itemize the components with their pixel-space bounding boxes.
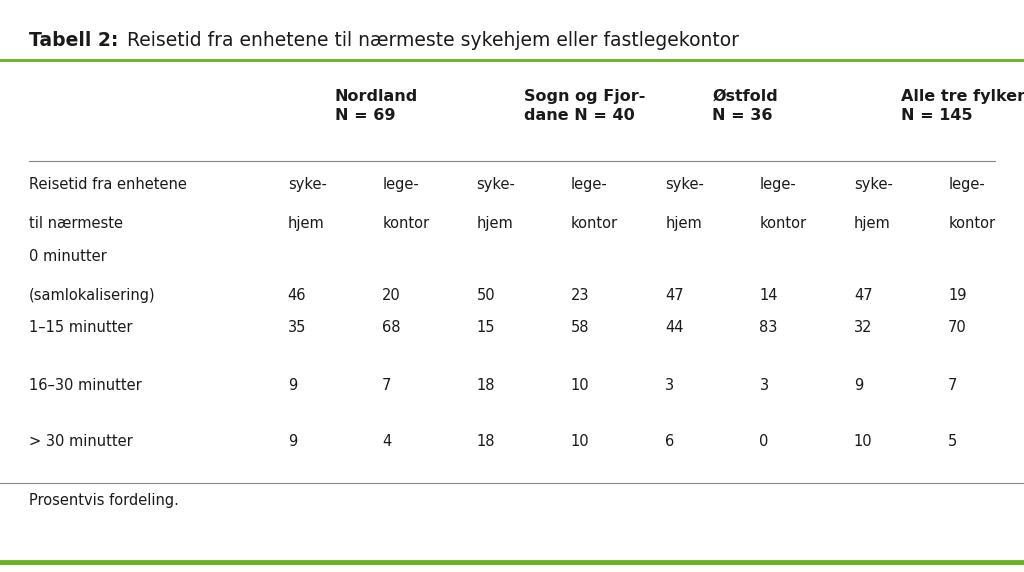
Text: 47: 47 — [666, 288, 684, 303]
Text: 14: 14 — [760, 288, 778, 303]
Text: 10: 10 — [570, 434, 590, 448]
Text: 9: 9 — [854, 378, 863, 392]
Text: 4: 4 — [382, 434, 391, 448]
Text: 10: 10 — [854, 434, 872, 448]
Text: lege-: lege- — [382, 177, 419, 192]
Text: 5: 5 — [948, 434, 957, 448]
Text: Reisetid fra enhetene: Reisetid fra enhetene — [29, 177, 186, 192]
Text: 83: 83 — [760, 320, 778, 335]
Text: kontor: kontor — [382, 216, 429, 231]
Text: lege-: lege- — [760, 177, 797, 192]
Text: Tabell 2:: Tabell 2: — [29, 31, 118, 50]
Text: hjem: hjem — [476, 216, 513, 231]
Text: 9: 9 — [288, 434, 297, 448]
Text: kontor: kontor — [570, 216, 617, 231]
Text: syke-: syke- — [476, 177, 515, 192]
Text: kontor: kontor — [948, 216, 995, 231]
Text: Sogn og Fjor-
dane N = 40: Sogn og Fjor- dane N = 40 — [523, 89, 645, 123]
Text: 23: 23 — [570, 288, 590, 303]
Text: 44: 44 — [666, 320, 684, 335]
Text: Nordland
N = 69: Nordland N = 69 — [335, 89, 418, 123]
Text: 1–15 minutter: 1–15 minutter — [29, 320, 132, 335]
Text: Reisetid fra enhetene til nærmeste sykehjem eller fastlegekontor: Reisetid fra enhetene til nærmeste sykeh… — [121, 31, 739, 50]
Text: 35: 35 — [288, 320, 306, 335]
Text: 3: 3 — [666, 378, 674, 392]
Text: Prosentvis fordeling.: Prosentvis fordeling. — [29, 493, 178, 508]
Text: syke-: syke- — [288, 177, 327, 192]
Text: 68: 68 — [382, 320, 400, 335]
Text: Østfold
N = 36: Østfold N = 36 — [713, 89, 778, 123]
Text: (samlokalisering): (samlokalisering) — [29, 288, 156, 303]
Text: 0 minutter: 0 minutter — [29, 249, 106, 264]
Text: 15: 15 — [476, 320, 495, 335]
Text: syke-: syke- — [666, 177, 705, 192]
Text: 7: 7 — [948, 378, 957, 392]
Text: syke-: syke- — [854, 177, 893, 192]
Text: lege-: lege- — [570, 177, 607, 192]
Text: 58: 58 — [570, 320, 590, 335]
Text: 20: 20 — [382, 288, 400, 303]
Text: 18: 18 — [476, 434, 495, 448]
Text: hjem: hjem — [666, 216, 701, 231]
Text: 9: 9 — [288, 378, 297, 392]
Text: til nærmeste: til nærmeste — [29, 216, 123, 231]
Text: hjem: hjem — [288, 216, 325, 231]
Text: 7: 7 — [382, 378, 391, 392]
Text: 10: 10 — [570, 378, 590, 392]
Text: Alle tre fylkene
N = 145: Alle tre fylkene N = 145 — [901, 89, 1024, 123]
Text: 16–30 minutter: 16–30 minutter — [29, 378, 141, 392]
Text: hjem: hjem — [854, 216, 891, 231]
Text: 0: 0 — [760, 434, 769, 448]
Text: lege-: lege- — [948, 177, 985, 192]
Text: > 30 minutter: > 30 minutter — [29, 434, 132, 448]
Text: kontor: kontor — [760, 216, 807, 231]
Text: 50: 50 — [476, 288, 496, 303]
Text: 70: 70 — [948, 320, 967, 335]
Text: 19: 19 — [948, 288, 967, 303]
Text: 3: 3 — [760, 378, 769, 392]
Text: 46: 46 — [288, 288, 306, 303]
Text: 6: 6 — [666, 434, 675, 448]
Text: 47: 47 — [854, 288, 872, 303]
Text: 18: 18 — [476, 378, 495, 392]
Text: 32: 32 — [854, 320, 872, 335]
